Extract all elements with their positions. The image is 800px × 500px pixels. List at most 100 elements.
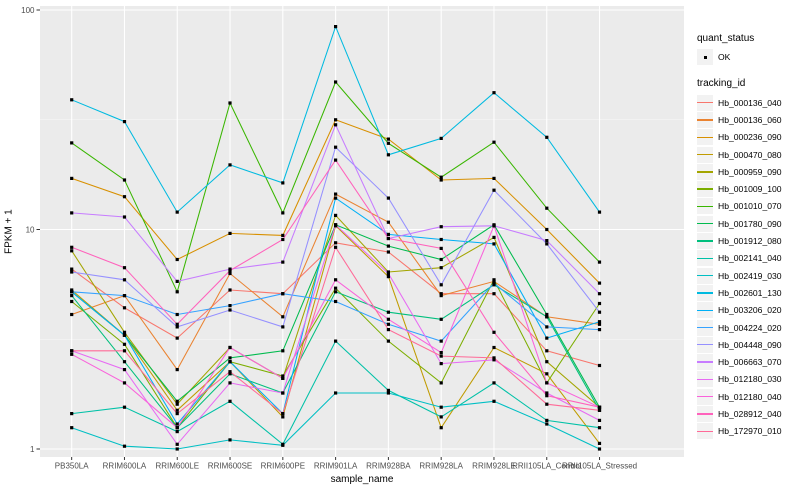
data-point bbox=[175, 290, 179, 294]
x-tick-label: RRIM600LE bbox=[155, 462, 199, 471]
data-point bbox=[439, 283, 443, 287]
legend-key-box bbox=[697, 181, 713, 198]
legend-key-box bbox=[697, 198, 713, 215]
legend-quant-item: OK bbox=[697, 49, 782, 65]
y-tick-label: 10 bbox=[26, 225, 35, 234]
data-point bbox=[545, 360, 549, 364]
plot-panel bbox=[40, 6, 684, 457]
data-point bbox=[175, 447, 179, 451]
point-marker-icon bbox=[703, 55, 707, 59]
data-point bbox=[70, 349, 74, 353]
data-point bbox=[492, 345, 496, 350]
data-point bbox=[386, 220, 390, 224]
data-point bbox=[597, 447, 602, 451]
data-point bbox=[545, 422, 549, 426]
data-point bbox=[175, 399, 179, 403]
legend-key-box bbox=[697, 423, 713, 440]
data-point bbox=[175, 322, 179, 326]
data-point bbox=[228, 163, 232, 167]
data-point bbox=[439, 292, 443, 296]
data-point bbox=[228, 231, 232, 235]
legend-entry-label: Hb_172970_010 bbox=[718, 426, 782, 437]
legend-line-swatch bbox=[697, 344, 713, 346]
data-point bbox=[492, 235, 496, 239]
data-point bbox=[492, 356, 496, 360]
data-point bbox=[228, 304, 232, 308]
data-point bbox=[334, 196, 338, 200]
legend-entry: Hb_172970_010 bbox=[697, 423, 782, 440]
legend-key-box bbox=[697, 388, 713, 405]
data-point bbox=[545, 325, 549, 329]
legend-line-swatch bbox=[697, 136, 713, 138]
legend-entry: Hb_012180_030 bbox=[697, 371, 782, 388]
data-point bbox=[175, 312, 179, 317]
legend-line-swatch bbox=[697, 240, 713, 242]
data-point bbox=[122, 360, 127, 364]
data-point bbox=[281, 391, 285, 395]
data-point bbox=[597, 328, 602, 332]
y-tick-label: 1 bbox=[30, 445, 35, 454]
data-point bbox=[386, 317, 390, 321]
data-point bbox=[334, 123, 338, 127]
legend-entry-label: Hb_012180_040 bbox=[718, 391, 782, 402]
legend-entry-label: Hb_012180_030 bbox=[718, 374, 782, 385]
data-point bbox=[175, 442, 179, 446]
data-point bbox=[281, 376, 285, 380]
legend-key-box bbox=[697, 354, 713, 371]
data-point bbox=[122, 294, 127, 298]
legend-key-box bbox=[697, 267, 713, 284]
data-point bbox=[334, 80, 338, 84]
data-point bbox=[281, 349, 285, 353]
data-point bbox=[70, 426, 74, 430]
data-point bbox=[281, 325, 285, 329]
legend-key-box bbox=[697, 302, 713, 319]
legend-entry-label: Hb_001010_070 bbox=[718, 201, 782, 212]
legend-key-box bbox=[697, 111, 713, 128]
legend-key-box bbox=[697, 163, 713, 180]
legend-line-swatch bbox=[697, 361, 713, 363]
legend-entry-label: Hb_001780_090 bbox=[718, 218, 782, 229]
data-point bbox=[70, 312, 74, 317]
data-point bbox=[334, 192, 338, 196]
gridlines bbox=[40, 6, 684, 457]
data-point bbox=[439, 225, 443, 229]
data-point bbox=[439, 351, 443, 355]
legend-key-box bbox=[697, 146, 713, 163]
legend-key-box bbox=[697, 250, 713, 267]
data-point bbox=[334, 213, 338, 217]
data-point bbox=[386, 232, 390, 236]
legend-entry: Hb_002601_130 bbox=[697, 284, 782, 301]
data-point bbox=[386, 310, 390, 314]
data-point bbox=[492, 278, 496, 282]
data-point bbox=[439, 405, 443, 409]
data-point bbox=[492, 381, 496, 385]
axis-ticks-and-labels: 1 10 100 PB350LA RRIM600LA RRIM600LE RRIM600SE… bbox=[21, 6, 637, 471]
data-point bbox=[228, 271, 232, 276]
legend-line-swatch bbox=[697, 326, 713, 329]
data-point bbox=[492, 292, 496, 296]
data-point bbox=[545, 394, 549, 398]
data-point bbox=[334, 118, 338, 122]
legend-line-swatch bbox=[697, 378, 713, 381]
legend-entries: Hb_000136_040 Hb_000136_060 Hb_000236_090 H… bbox=[697, 94, 782, 440]
y-axis-title: FPKM + 1 bbox=[3, 209, 15, 254]
data-point bbox=[175, 430, 179, 434]
data-point bbox=[228, 360, 232, 364]
data-point bbox=[175, 257, 179, 262]
data-point bbox=[334, 278, 338, 282]
data-point bbox=[70, 211, 74, 215]
x-tick-label: RRII105LA_Stressed bbox=[562, 462, 637, 471]
data-point bbox=[439, 237, 443, 242]
legend-entry-label: Hb_002419_030 bbox=[718, 270, 782, 281]
data-point bbox=[175, 336, 179, 340]
data-point bbox=[597, 441, 602, 445]
x-tick-label: RRII105LA_Control bbox=[512, 462, 582, 471]
data-point bbox=[545, 349, 549, 353]
legend-entry: Hb_000236_090 bbox=[697, 129, 782, 146]
data-point bbox=[597, 301, 602, 306]
legend-entry: Hb_000136_040 bbox=[697, 94, 782, 111]
data-point bbox=[439, 175, 443, 179]
data-point bbox=[228, 438, 232, 442]
data-point bbox=[439, 246, 443, 250]
